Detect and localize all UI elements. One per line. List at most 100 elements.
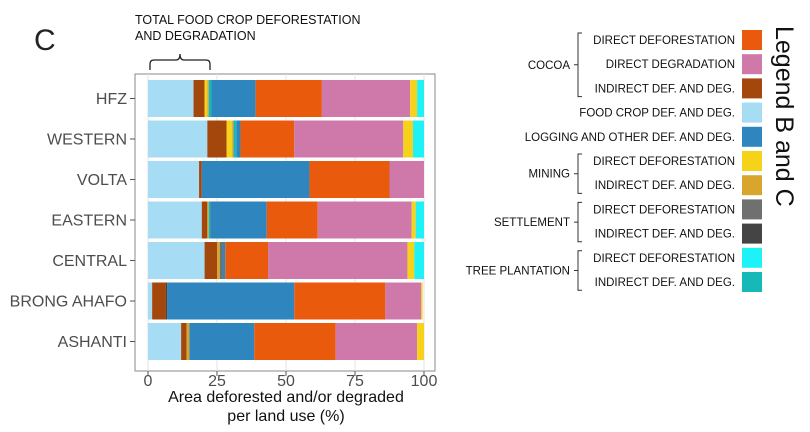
- y-tick-label: WESTERN: [47, 132, 127, 149]
- bar-segment: [225, 242, 269, 279]
- bar-segment: [321, 80, 411, 117]
- legend-swatch: [742, 247, 762, 268]
- bar-segment: [208, 80, 212, 117]
- bar-segment: [414, 242, 424, 279]
- legend-swatch: [742, 151, 762, 171]
- legend-title: Legend B and C: [770, 26, 798, 207]
- bar-segment: [181, 323, 187, 360]
- bar-segment: [167, 282, 295, 320]
- legend-bracket: [574, 201, 582, 243]
- bar-segment: [207, 120, 227, 158]
- legend-swatch: [742, 78, 762, 99]
- annotation-line-1: TOTAL FOOD CROP DEFORESTATION: [135, 13, 360, 27]
- x-axis-title-line-1: Area deforested and/or degraded: [168, 389, 404, 406]
- bar-segment: [222, 242, 226, 279]
- legend-item-label: DIRECT DEFORESTATION: [593, 253, 735, 265]
- bar-segment: [233, 120, 237, 158]
- bar-segment: [193, 80, 205, 117]
- legend-group-label: COCOA: [528, 60, 571, 72]
- panel-letter: C: [34, 24, 56, 57]
- bar-segment: [211, 80, 256, 117]
- x-tick-label: 75: [346, 373, 364, 390]
- bar-segment: [410, 80, 418, 117]
- legend: DIRECT DEFORESTATION DIRECT DEGRADATION IN…: [466, 30, 762, 292]
- bar-segment: [389, 161, 424, 198]
- x-axis: 0 25 50 75 100: [144, 371, 438, 390]
- legend-item-label: DIRECT DEGRADATION: [606, 59, 735, 71]
- y-tick-label: HFZ: [96, 91, 127, 108]
- y-tick-label: ASHANTI: [58, 334, 127, 351]
- bar-segment: [268, 242, 408, 279]
- bar-segment: [148, 323, 182, 360]
- x-tick-label: 100: [411, 373, 438, 390]
- bars: [148, 80, 424, 360]
- x-axis-title-line-2: per land use (%): [227, 408, 344, 425]
- x-tick-label: 25: [208, 373, 226, 390]
- legend-group-label: SETTLEMENT: [494, 217, 570, 229]
- bar-segment: [226, 120, 233, 158]
- legend-item-label: INDIRECT DEF. AND DEG.: [595, 83, 735, 95]
- bar-segment: [385, 282, 422, 320]
- bar-segment: [403, 120, 413, 158]
- bar-segment: [412, 120, 424, 158]
- legend-item-label: INDIRECT DEF. AND DEG.: [595, 229, 735, 241]
- bar-segment: [232, 120, 234, 158]
- bar-segment: [208, 201, 211, 239]
- bar-segment: [207, 201, 209, 239]
- annotation-bracket: [149, 53, 211, 70]
- bar-segment: [254, 323, 336, 360]
- legend-swatch: [742, 126, 762, 147]
- y-tick-label: BRONG AHAFO: [10, 294, 127, 311]
- bar-segment: [148, 242, 205, 279]
- annotation-line-2: AND DEGRADATION: [135, 29, 256, 43]
- bar-segment: [335, 323, 418, 360]
- legend-swatch: [742, 223, 762, 244]
- legend-group-label: TREE PLANTATION: [466, 266, 570, 278]
- bar-segment: [148, 201, 202, 239]
- y-tick-label: CENTRAL: [52, 253, 127, 270]
- bar-segment: [415, 201, 424, 239]
- y-tick-label: VOLTA: [77, 172, 127, 189]
- bar-segment: [411, 201, 416, 239]
- y-axis: HFZ WESTERN VOLTA EASTERN CENTRAL BRONG AHAFO…: [10, 91, 135, 351]
- y-tick-label: EASTERN: [51, 213, 127, 230]
- bar-segment: [219, 242, 223, 279]
- x-tick-label: 50: [277, 373, 295, 390]
- bar-segment: [417, 323, 424, 360]
- bar-segment: [207, 80, 209, 117]
- bar-segment: [165, 282, 168, 320]
- bar-segment: [266, 201, 318, 239]
- legend-item-label: DIRECT DEFORESTATION: [593, 204, 735, 216]
- bar-segment: [309, 161, 390, 198]
- bar-segment: [148, 80, 194, 117]
- legend-swatch: [742, 102, 762, 123]
- bar-segment: [210, 201, 267, 239]
- bar-segment: [148, 120, 208, 158]
- legend-bracket: [574, 32, 582, 98]
- bar-segment: [317, 201, 412, 239]
- bar-segment: [255, 80, 322, 117]
- bar-segment: [186, 323, 190, 360]
- legend-swatch: [742, 54, 762, 75]
- legend-bracket: [574, 153, 582, 194]
- bar-segment: [407, 242, 415, 279]
- legend-item-label: FOOD CROP DEF. AND DEG.: [579, 108, 735, 120]
- legend-bracket: [574, 250, 582, 291]
- bar-segment: [217, 242, 220, 279]
- legend-item-label: LOGGING AND OTHER DEF. AND DEG.: [525, 132, 735, 144]
- bar-segment: [294, 282, 386, 320]
- legend-group-label: MINING: [528, 169, 570, 181]
- bar-segment: [236, 120, 241, 158]
- x-tick-label: 0: [144, 373, 153, 390]
- legend-item-label: INDIRECT DEF. AND DEG.: [595, 277, 735, 289]
- bar-segment: [148, 282, 153, 320]
- bar-segment: [240, 120, 295, 158]
- bar-segment: [417, 80, 424, 117]
- bar-segment: [148, 161, 200, 198]
- bar-segment: [201, 161, 310, 198]
- bar-segment: [152, 282, 166, 320]
- legend-swatch: [742, 199, 762, 220]
- legend-swatch: [742, 30, 762, 50]
- legend-item-label: INDIRECT DEF. AND DEG.: [595, 180, 735, 192]
